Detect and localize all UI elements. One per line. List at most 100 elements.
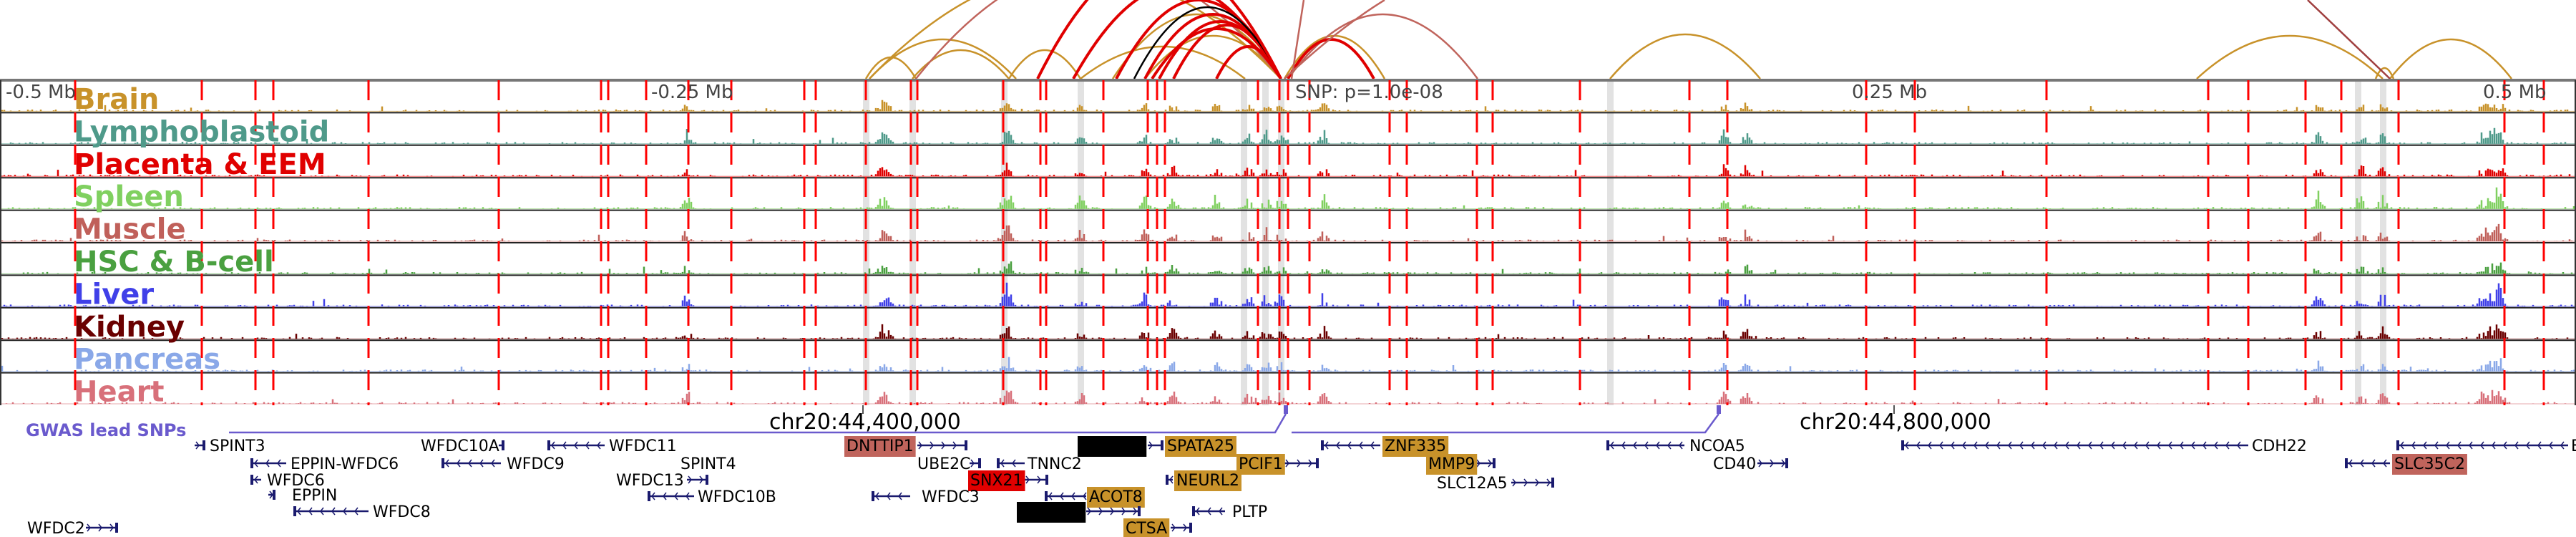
axis-label: 0.25 Mb: [1852, 82, 1927, 103]
gene-label: CD40: [1713, 455, 1756, 473]
track-label: HSC & B-cell: [74, 246, 274, 279]
strand-arrow-icon: [1087, 507, 1137, 516]
coordinate-label: chr20:44,400,000: [769, 410, 961, 435]
gene-cd40[interactable]: CD40: [1713, 455, 1788, 473]
gene-label: WFDC9: [507, 455, 565, 473]
gene-label: SPATA25: [1167, 437, 1234, 455]
strand-arrow-icon: [875, 492, 902, 500]
gwas-snp-marker[interactable]: [1717, 405, 1721, 414]
gene-wfdc9[interactable]: WFDC9: [441, 455, 565, 473]
signal: [1, 163, 2571, 177]
interaction-arc: [869, 38, 1017, 79]
strand-arrow-icon: [688, 475, 703, 484]
interaction-arc: [1290, 0, 1305, 79]
gene-wfdc3[interactable]: WFDC3: [872, 488, 980, 506]
gwas-snp-marker[interactable]: [1284, 405, 1288, 414]
exon: [706, 475, 708, 485]
track-label: Heart: [74, 376, 164, 409]
strand-arrow-icon: [1758, 459, 1785, 468]
gene-wfdc10a[interactable]: WFDC10A: [421, 437, 504, 455]
strand-arrow-icon: [651, 492, 690, 500]
exon: [1316, 458, 1319, 468]
strand-arrow-icon: [1148, 441, 1153, 450]
gene-pcif1[interactable]: PCIF1: [1236, 454, 1319, 475]
gene-snx21[interactable]: SNX21: [968, 470, 1048, 491]
gene-acot8[interactable]: ACOT8: [1045, 487, 1145, 508]
gene-e[interactable]: E: [2396, 437, 2576, 455]
strand-arrow-icon: [1000, 459, 1016, 468]
gene-dnttip1[interactable]: DNTTIP1: [844, 436, 967, 457]
exon: [293, 506, 296, 516]
gene-eppin[interactable]: EPPIN: [268, 487, 337, 505]
gene-wfdc8[interactable]: WFDC8: [293, 503, 431, 521]
strand-arrow-icon: [1285, 459, 1312, 468]
coordinate-label: chr20:44,800,000: [1800, 410, 1991, 435]
interaction-arc: [1287, 38, 1375, 79]
exon: [502, 440, 504, 450]
exon: [2345, 458, 2348, 468]
strand-arrow-icon: [195, 441, 200, 450]
interaction-arc: [1133, 6, 1282, 79]
gene-spint4[interactable]: SPINT4: [680, 455, 736, 473]
gene-pltp[interactable]: PLTP: [1192, 503, 1267, 521]
gene-zswim1[interactable]: ZSWIM1: [1078, 436, 1163, 457]
gene-zswim3[interactable]: ZSWIM3: [1017, 502, 1141, 523]
gene-label: WFDC8: [373, 503, 431, 521]
gene-wfdc2[interactable]: WFDC2: [27, 520, 118, 537]
gene-label: WFDC10B: [698, 488, 776, 506]
gwas-connector: [1292, 413, 1720, 434]
gene-ctsa[interactable]: CTSA: [1123, 518, 1192, 537]
snp-threshold-label: SNP: p=1.0e-08: [1295, 82, 1443, 103]
exon: [1493, 458, 1496, 468]
gene-slc12a5[interactable]: SLC12A5: [1437, 475, 1554, 493]
exon: [965, 440, 967, 450]
gene-znf335[interactable]: ZNF335: [1321, 436, 1449, 457]
gene-label: E: [2571, 437, 2576, 455]
axis: -0.5 Mb -0.25 Mb SNP: p=1.0e-08 0.25 Mb …: [6, 82, 2547, 103]
gene-label: NEURL2: [1176, 472, 1239, 490]
gene-wfdc6[interactable]: WFDC6: [250, 472, 325, 490]
interaction-arc: [2389, 38, 2512, 79]
gene-annotations: SPINT3 WFDC10A WFDC11 DNTTIP1 ZSWIM1 SPATA25 Z…: [27, 436, 2576, 537]
exon: [115, 523, 118, 533]
gene-mmp9[interactable]: MMP9: [1426, 454, 1496, 475]
track-label: Kidney: [74, 311, 185, 344]
signal: [7, 187, 2575, 209]
gene-spint3[interactable]: SPINT3: [195, 437, 265, 455]
interaction-arc: [1151, 27, 1282, 80]
gene-wfdc10b[interactable]: WFDC10B: [648, 488, 776, 506]
gene-ube2c[interactable]: UBE2C: [917, 455, 981, 473]
interaction-arc: [2307, 0, 2391, 79]
strand-arrow-icon: [254, 459, 281, 468]
strand-arrow-icon: [918, 441, 957, 450]
gene-highlight-box: [1017, 502, 1086, 523]
gene-neurl2[interactable]: NEURL2: [1166, 470, 1241, 491]
gene-eppin-wfdc6[interactable]: EPPIN-WFDC6: [250, 455, 399, 473]
strand-arrow-icon: [1025, 475, 1041, 484]
gwas-label: GWAS lead SNPs: [26, 420, 186, 440]
exon: [1551, 478, 1554, 488]
exon: [547, 440, 550, 450]
strand-arrow-icon: [551, 441, 601, 450]
exon: [1606, 440, 1609, 450]
signal: [0, 261, 2573, 274]
axis-label: -0.5 Mb: [6, 82, 76, 103]
gene-wfdc11[interactable]: WFDC11: [547, 437, 677, 455]
exon: [872, 491, 874, 501]
exon: [1321, 440, 1324, 450]
gene-cdh22[interactable]: CDH22: [1901, 437, 2307, 455]
gene-highlight-box: [2392, 454, 2467, 475]
gwas-connector: [229, 413, 1287, 434]
gene-spata25[interactable]: SPATA25: [1165, 436, 1236, 457]
gene-wfdc13[interactable]: WFDC13: [616, 472, 708, 490]
exon: [1192, 506, 1195, 516]
gene-ncoa5[interactable]: NCOA5: [1606, 437, 1745, 455]
gene-slc35c2[interactable]: SLC35C2: [2345, 454, 2467, 475]
gene-tnnc2[interactable]: TNNC2: [997, 455, 1082, 473]
exon: [978, 458, 981, 468]
signal: [1, 357, 2575, 372]
gene-label: ACOT8: [1089, 488, 1143, 506]
gene-highlight-box: [1382, 436, 1449, 457]
axis-label: -0.25 Mb: [651, 82, 733, 103]
